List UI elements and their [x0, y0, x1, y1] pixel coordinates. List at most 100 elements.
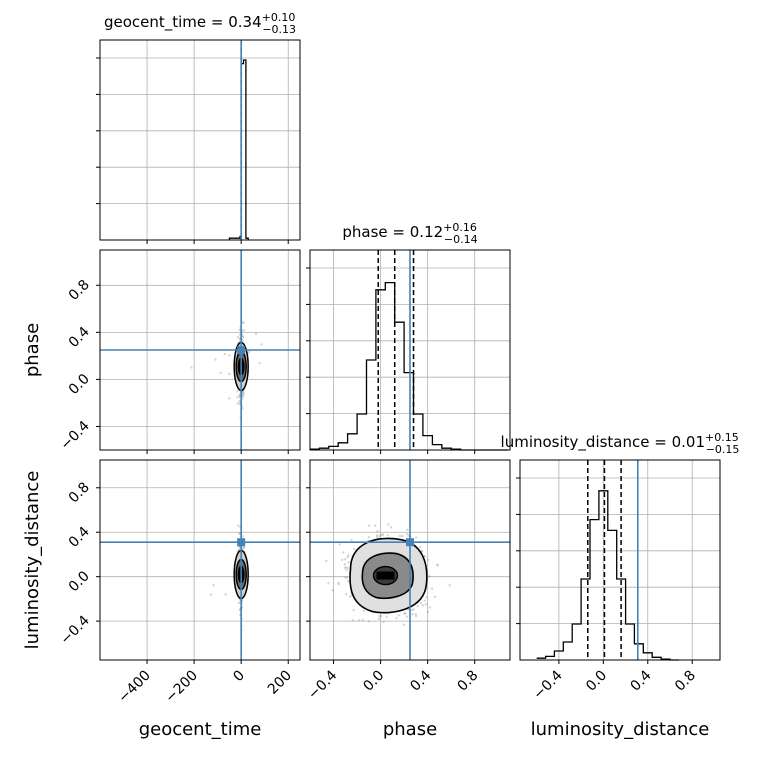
- scatter-point: [374, 524, 377, 527]
- scatter-point: [407, 608, 410, 611]
- panel-body: [100, 250, 300, 450]
- scatter-point: [344, 567, 347, 570]
- title-sub: −0.14: [444, 233, 478, 246]
- scatter-panel-geocent_time-vs-luminosity_distance: −0.4 0.0 0.4 0.8: [57, 459, 301, 664]
- scatter-point: [424, 603, 428, 606]
- scatter-point: [425, 596, 428, 599]
- x-tick-label: 0.0: [360, 668, 387, 695]
- scatter-point: [241, 339, 245, 342]
- scatter-point: [238, 547, 241, 551]
- scatter-point: [423, 599, 426, 602]
- y-tick-label: 0.8: [66, 277, 93, 304]
- scatter-point: [367, 620, 370, 623]
- scatter-point: [433, 595, 437, 598]
- scatter-point: [387, 523, 390, 526]
- scatter-point: [345, 576, 349, 579]
- scatter-point: [347, 561, 350, 564]
- scatter-point: [428, 575, 431, 578]
- scatter-point: [361, 618, 364, 621]
- histogram-title-phase: phase = 0.12+0.16 −0.14: [342, 221, 477, 246]
- scatter-point: [350, 538, 353, 541]
- scatter-point: [325, 559, 328, 563]
- scatter-point: [381, 533, 385, 536]
- scatter-point: [436, 563, 439, 566]
- scatter-point: [414, 613, 417, 616]
- scatter-point: [337, 583, 340, 586]
- panel-body: [100, 460, 300, 660]
- scatter-point: [362, 609, 365, 613]
- x-tick-label: 0.0: [583, 668, 610, 695]
- x-axis-label-phase: phase: [383, 719, 437, 740]
- scatter-point: [398, 534, 402, 538]
- scatter-point: [377, 617, 381, 621]
- scatter-point: [219, 371, 222, 374]
- x-tick-label: 0.4: [628, 667, 655, 694]
- panel-body: [310, 460, 510, 660]
- scatter-point: [254, 332, 258, 336]
- histogram-step-phase: [310, 281, 508, 451]
- scatter-point: [353, 548, 356, 551]
- y-tick-label: −0.4: [57, 613, 92, 648]
- density-peak: [376, 571, 395, 580]
- title-sup: +0.16: [443, 221, 477, 234]
- axes-frame: [309, 249, 511, 451]
- scatter-point: [337, 581, 340, 584]
- scatter-point: [378, 534, 381, 538]
- scatter-point: [345, 569, 348, 572]
- scatter-point: [327, 582, 330, 585]
- x-tick-label: 200: [265, 668, 295, 698]
- y-tick-label: 0.4: [66, 324, 93, 351]
- title-main: luminosity_distance = 0.01: [501, 433, 705, 452]
- scatter-point: [367, 536, 371, 539]
- x-tick-label: −200: [162, 668, 201, 707]
- scatter-point: [382, 620, 385, 624]
- scatter-point: [228, 397, 231, 400]
- scatter-point: [412, 608, 415, 611]
- scatter-point: [419, 545, 422, 549]
- scatter-point: [236, 395, 239, 399]
- scatter-point: [237, 524, 240, 527]
- scatter-point: [351, 619, 354, 622]
- axes-frame: [99, 39, 301, 241]
- scatter-panel-geocent_time-vs-phase: −0.4 0.0 0.4 0.8: [57, 249, 301, 454]
- scatter-point: [344, 593, 348, 596]
- y-tick-label: 0.8: [66, 479, 93, 506]
- title-sub: −0.15: [706, 443, 740, 456]
- scatter-point: [348, 595, 352, 598]
- scatter-point: [428, 606, 432, 609]
- axes-frame: [99, 459, 301, 661]
- scatter-point: [419, 602, 423, 605]
- scatter-point: [241, 393, 245, 397]
- scatter-point: [430, 587, 434, 590]
- x-tick-label: −400: [115, 668, 154, 707]
- scatter-point: [401, 534, 404, 538]
- axes-frame: [99, 249, 301, 451]
- title-sup: +0.10: [262, 11, 296, 24]
- scatter-point: [416, 604, 419, 608]
- scatter-point: [241, 407, 244, 410]
- x-axis-label-luminosity_distance: luminosity_distance: [531, 719, 710, 740]
- scatter-point: [420, 550, 424, 553]
- scatter-point: [190, 366, 193, 369]
- histogram-step-geocent_time: [228, 59, 249, 240]
- scatter-point: [340, 558, 344, 562]
- scatter-point: [423, 555, 427, 558]
- histogram-panel-geocent_time: geocent_time = 0.34+0.10 −0.13: [96, 11, 301, 244]
- scatter-point: [236, 402, 240, 405]
- scatter-point: [380, 614, 383, 618]
- scatter-point: [352, 608, 355, 612]
- y-tick-label: −0.4: [57, 418, 92, 453]
- scatter-point: [347, 554, 350, 557]
- scatter-point: [405, 615, 409, 618]
- truth-marker: [237, 346, 246, 354]
- scatter-point: [368, 524, 371, 527]
- scatter-point: [448, 584, 451, 587]
- scatter-point: [376, 536, 379, 539]
- scatter-point: [411, 613, 414, 616]
- x-tick-label: 0.8: [454, 668, 481, 695]
- scatter-point: [343, 558, 347, 561]
- y-axis-label-phase: phase: [22, 323, 43, 377]
- scatter-point: [405, 533, 409, 536]
- scatter-point: [385, 615, 388, 618]
